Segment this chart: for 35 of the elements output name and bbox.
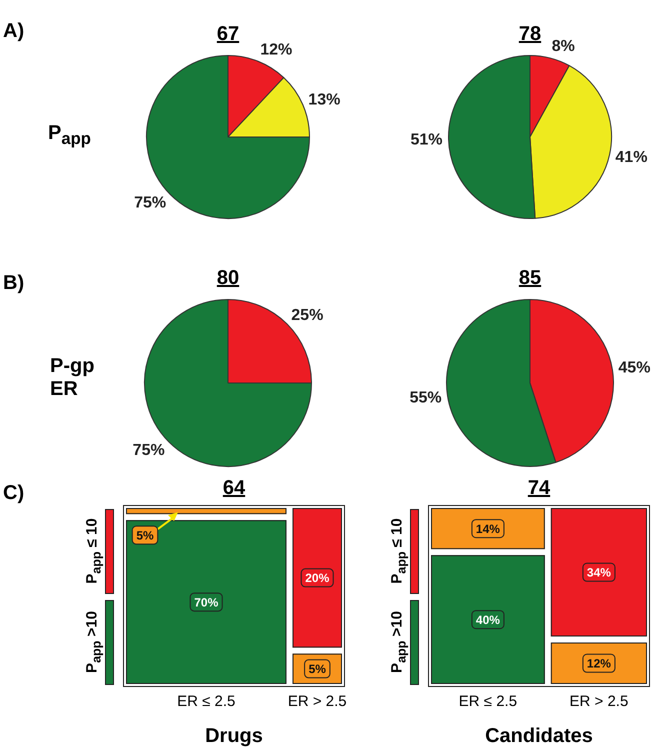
text: Candidates <box>484 725 594 748</box>
text: B) <box>3 272 26 295</box>
data-label: 25% <box>291 306 324 324</box>
data-label: 13% <box>308 91 340 108</box>
text: P-gp ER <box>50 355 96 401</box>
data-label: 51% <box>410 131 443 148</box>
chart-title: 85 <box>518 267 542 290</box>
data-label: 40% <box>476 612 500 627</box>
text: 74 <box>526 477 552 500</box>
data-label: 34% <box>586 566 612 580</box>
chart-title: 80 <box>216 267 240 290</box>
category-label: ER > 2.5 <box>286 693 348 710</box>
data-label: 12% <box>260 41 292 58</box>
data-label: 20% <box>305 571 330 586</box>
text: 64 <box>222 477 246 500</box>
text: A) <box>3 20 26 43</box>
category-label: ER ≤ 2.5 <box>176 693 236 710</box>
data-label: 14% <box>476 522 500 536</box>
text: Drugs <box>204 725 264 748</box>
data-label: 70% <box>194 595 219 610</box>
data-label: 8% <box>552 38 575 55</box>
data-label: 41% <box>615 148 648 166</box>
chart-title: 67 <box>216 23 240 46</box>
data-label: 75% <box>134 194 166 212</box>
text: P$_{app}$ <box>48 122 92 149</box>
chart-title: 78 <box>518 23 542 45</box>
category-label: ER ≤ 2.5 <box>458 693 518 710</box>
data-label: 55% <box>410 389 442 406</box>
data-label: 45% <box>618 359 650 376</box>
data-label: 5% <box>308 662 326 676</box>
data-label: 12% <box>586 656 612 671</box>
text: C) <box>3 482 26 505</box>
category-label: ER > 2.5 <box>568 693 630 710</box>
data-label: 75% <box>132 442 165 459</box>
data-label: 5% <box>136 528 154 542</box>
